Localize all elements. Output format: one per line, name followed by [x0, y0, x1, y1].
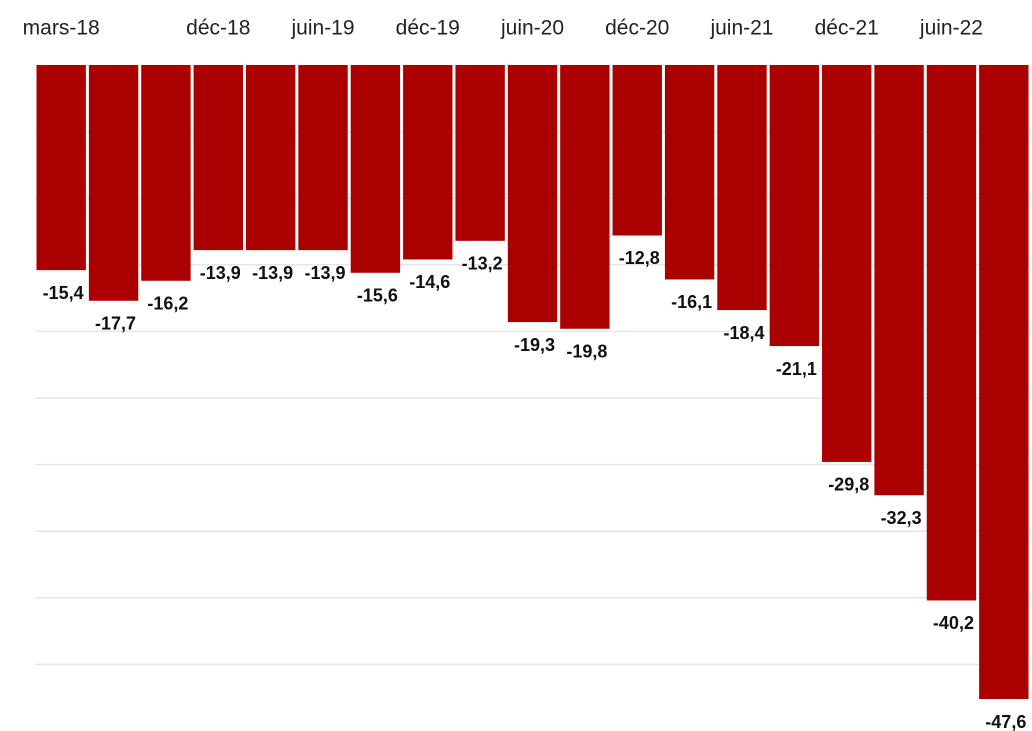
value-label: -19,3 — [514, 335, 555, 355]
x-tick-label: déc-21 — [815, 17, 879, 40]
value-label: -29,8 — [828, 475, 869, 495]
bar — [88, 65, 139, 301]
value-label: -14,6 — [409, 272, 450, 292]
bar — [664, 65, 715, 280]
value-label: -15,6 — [357, 286, 398, 306]
x-tick-label: juin-19 — [291, 17, 355, 40]
bar — [874, 65, 924, 496]
x-tick-label: déc-20 — [605, 17, 669, 40]
value-label: -13,9 — [200, 263, 241, 283]
bar — [926, 65, 977, 601]
bar — [298, 65, 348, 251]
value-label: -13,9 — [305, 263, 346, 283]
bar — [507, 65, 558, 323]
value-label: -17,7 — [95, 314, 136, 334]
value-label: -16,2 — [147, 294, 188, 314]
x-tick-label: juin-22 — [919, 17, 983, 40]
x-tick-label: déc-18 — [186, 17, 250, 40]
bar — [612, 65, 662, 236]
x-tick-label: mars-18 — [23, 17, 100, 40]
value-label: -12,8 — [619, 248, 660, 268]
value-label: -32,3 — [881, 508, 922, 528]
bar — [403, 65, 453, 260]
bar — [193, 65, 243, 251]
value-label: -19,8 — [566, 341, 607, 361]
bar — [769, 65, 820, 347]
bar — [245, 65, 296, 251]
bar — [141, 65, 191, 281]
value-label: -13,9 — [252, 263, 293, 283]
value-label: -40,2 — [933, 613, 974, 633]
bar — [979, 65, 1029, 700]
value-label: -18,4 — [723, 323, 764, 343]
bar — [717, 65, 767, 311]
value-label: -47,6 — [985, 712, 1026, 731]
x-tick-label: juin-20 — [500, 17, 564, 40]
bar — [36, 65, 86, 271]
x-tick-label: juin-21 — [709, 17, 773, 40]
value-label: -21,1 — [776, 359, 817, 379]
bar — [822, 65, 872, 462]
value-label: -15,4 — [43, 283, 84, 303]
bar — [455, 65, 505, 241]
value-label: -16,1 — [671, 292, 712, 312]
x-tick-label: déc-19 — [396, 17, 460, 40]
bar — [560, 65, 610, 329]
bar — [350, 65, 401, 273]
value-label: -13,2 — [462, 254, 503, 274]
